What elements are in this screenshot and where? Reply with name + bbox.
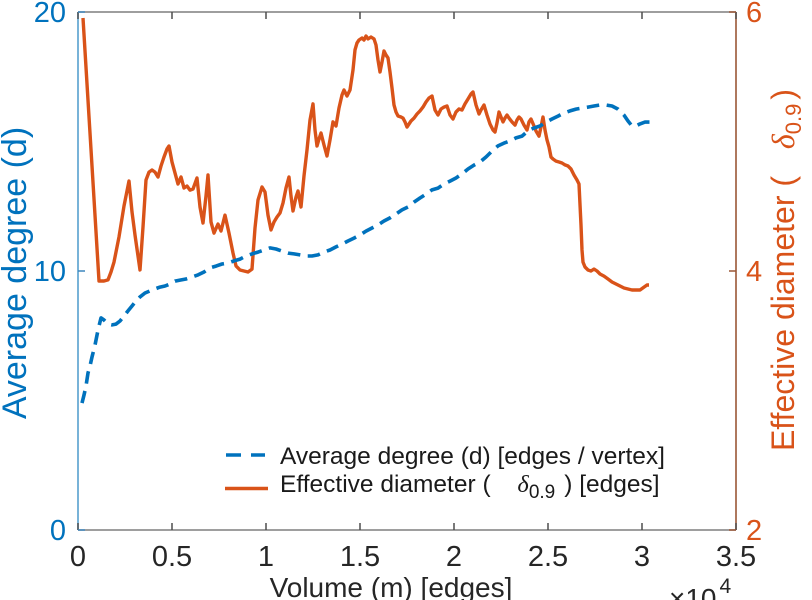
- tick-label: 1: [258, 541, 274, 573]
- tick-label: 0.5: [152, 541, 192, 573]
- average-degree-line[interactable]: [80, 103, 657, 404]
- tick-label: 20: [34, 0, 66, 29]
- tick-label: 3.5: [716, 541, 756, 573]
- tick-label: 0: [70, 541, 86, 573]
- tick-label: 6: [746, 0, 762, 29]
- left-y-tick-labels: 0 10 20: [34, 0, 66, 547]
- tick-label: 1.5: [340, 541, 380, 573]
- tick-label: 2: [446, 541, 462, 573]
- tick-label: 2: [746, 515, 762, 547]
- tick-label: 0: [50, 515, 66, 547]
- effective-diameter-line[interactable]: [81, 17, 649, 292]
- y-ticks-right: [729, 11, 736, 531]
- tick-label: 10: [34, 256, 66, 288]
- x-axis-multiplier: ×10 4: [669, 575, 732, 600]
- right-y-tick-labels: 2 4 6: [746, 0, 762, 547]
- tick-label: 3: [634, 541, 650, 573]
- legend: Average degree (d) [edges / vertex] Effe…: [225, 443, 665, 503]
- y-ticks-left: [78, 11, 85, 531]
- left-y-axis-label: Average degree (d): [0, 127, 34, 419]
- right-y-axis-label: Effective diameter ( δ0.9): [765, 89, 806, 451]
- x-tick-labels: 0 0.5 1 1.5 2 2.5 3 3.5: [70, 541, 756, 573]
- x-ticks-bottom: [77, 523, 737, 530]
- tick-label: 4: [746, 256, 762, 288]
- legend-entry-effective-diameter[interactable]: Effective diameter ( δ0.9) [edges]: [280, 471, 660, 503]
- legend-entry-average-degree[interactable]: Average degree (d) [edges / vertex]: [280, 443, 665, 470]
- x-axis-label: Volume (m) [edges]: [270, 572, 513, 600]
- x-ticks-top: [77, 12, 737, 19]
- tick-label: 2.5: [528, 541, 568, 573]
